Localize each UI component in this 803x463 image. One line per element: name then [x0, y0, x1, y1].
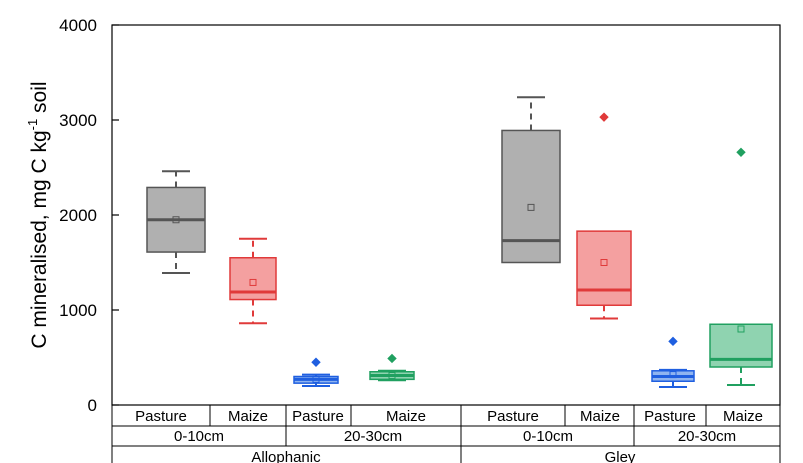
mean-marker: [527, 203, 535, 211]
mean-marker: [669, 371, 677, 379]
x-labels-land-use: Pasture Maize Pasture Maize Pasture Maiz…: [135, 408, 763, 425]
mean-marker: [600, 259, 608, 266]
boxes-layer: [146, 96, 773, 388]
x-label-soil: Allophanic: [251, 449, 321, 463]
outlier-point: [736, 147, 746, 158]
y-tick-labels: 0 1000 2000 3000 4000: [59, 16, 97, 415]
x-label-land-use: Pasture: [292, 408, 344, 425]
outlier-point: [599, 112, 609, 122]
outlier-point: [668, 336, 678, 347]
mean-marker: [249, 278, 257, 286]
x-label-depth: 20-30cm: [344, 428, 402, 445]
box-plot-4: [501, 96, 561, 264]
outlier-point: [387, 353, 397, 364]
x-label-land-use: Pasture: [487, 408, 539, 425]
box-plot-0: [146, 170, 206, 274]
x-label-land-use: Maize: [228, 408, 268, 425]
plot-frame: [111, 24, 781, 406]
box-plot-6: [651, 336, 695, 388]
box-plot-3: [369, 353, 415, 382]
mean-marker: [312, 375, 320, 383]
y-tick-label: 4000: [59, 16, 97, 35]
y-ticks: [112, 24, 119, 406]
mean-marker: [737, 325, 745, 333]
y-tick-label: 3000: [59, 111, 97, 130]
y-axis-label-superscript: -1: [25, 119, 40, 131]
y-tick-label: 0: [88, 396, 97, 415]
box-plot-5: [576, 112, 632, 320]
x-labels-depth: 0-10cm 20-30cm 0-10cm 20-30cm: [174, 428, 736, 445]
mean-marker: [172, 216, 180, 224]
x-label-land-use: Maize: [580, 408, 620, 425]
y-axis-label: C mineralised, mg C kg-1 soil: [25, 81, 51, 348]
x-axis-table: [111, 405, 781, 463]
y-tick-label: 2000: [59, 206, 97, 225]
x-label-depth: 20-30cm: [678, 428, 736, 445]
box-plot-7: [709, 147, 773, 387]
outlier-point: [311, 357, 321, 367]
box-plot-1: [229, 237, 277, 325]
box-body: [576, 230, 632, 306]
x-label-depth: 0-10cm: [523, 428, 573, 445]
x-label-soil: Gley: [605, 449, 636, 463]
x-label-land-use: Maize: [386, 408, 426, 425]
box-body: [501, 129, 561, 264]
y-tick-label: 1000: [59, 301, 97, 320]
x-label-land-use: Maize: [723, 408, 763, 425]
x-label-land-use: Pasture: [644, 408, 696, 425]
x-labels-soil: Allophanic Gley: [251, 449, 636, 463]
x-label-depth: 0-10cm: [174, 428, 224, 445]
box-plot-2: [293, 357, 339, 387]
x-label-land-use: Pasture: [135, 408, 187, 425]
mean-marker: [388, 372, 396, 380]
